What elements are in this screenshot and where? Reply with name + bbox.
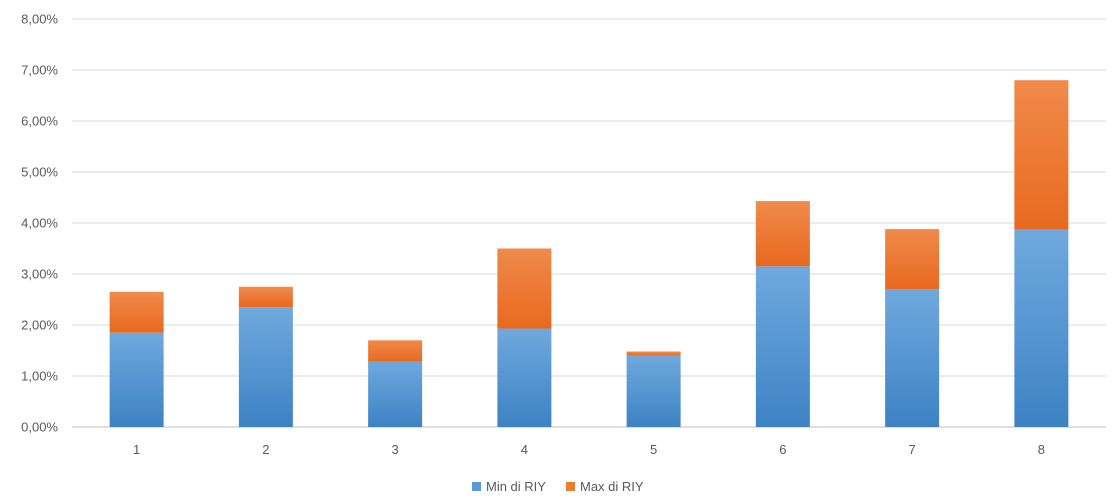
x-tick-label: 4 bbox=[521, 442, 528, 457]
legend-label: Min di RIY bbox=[486, 479, 546, 494]
bar-min-riy bbox=[238, 307, 293, 427]
bar-max-riy bbox=[755, 201, 810, 267]
bar-stack-6 bbox=[755, 201, 810, 427]
x-tick-label: 3 bbox=[392, 442, 399, 457]
bar-max-riy bbox=[885, 229, 940, 290]
bar-min-riy bbox=[109, 332, 164, 427]
bar-stack-4 bbox=[497, 248, 552, 427]
y-tick-label: 6,00% bbox=[21, 114, 58, 129]
gridlines bbox=[72, 18, 1106, 428]
bar-stack-8 bbox=[1014, 80, 1069, 427]
bar-max-riy bbox=[497, 248, 552, 329]
y-tick-label: 1,00% bbox=[21, 369, 58, 384]
legend-item-max-riy: Max di RIY bbox=[566, 479, 644, 494]
bar-max-riy bbox=[626, 351, 681, 356]
x-tick-label: 6 bbox=[779, 442, 786, 457]
bar-max-riy bbox=[109, 291, 164, 333]
bar-min-riy bbox=[885, 289, 940, 427]
bar-stack-5 bbox=[626, 351, 681, 427]
bar-max-riy bbox=[1014, 80, 1069, 230]
y-axis-ticks: 0,00% 1,00% 2,00% 3,00% 4,00% 5,00% 6,00% 7,00%… bbox=[21, 12, 58, 435]
x-tick-label: 1 bbox=[133, 442, 140, 457]
y-tick-label: 3,00% bbox=[21, 267, 58, 282]
bar-stack-2 bbox=[238, 286, 293, 427]
legend-label: Max di RIY bbox=[580, 479, 644, 494]
legend-swatch bbox=[566, 482, 575, 491]
legend: Min di RIY Max di RIY bbox=[472, 479, 644, 494]
y-tick-label: 8,00% bbox=[21, 12, 58, 27]
y-tick-label: 2,00% bbox=[21, 318, 58, 333]
bars bbox=[109, 80, 1069, 427]
bar-min-riy bbox=[368, 361, 423, 427]
bar-max-riy bbox=[238, 286, 293, 308]
bar-min-riy bbox=[755, 266, 810, 427]
x-tick-label: 2 bbox=[262, 442, 269, 457]
bar-min-riy bbox=[1014, 229, 1069, 427]
bar-stack-3 bbox=[368, 340, 423, 427]
legend-item-min-riy: Min di RIY bbox=[472, 479, 546, 494]
y-tick-label: 4,00% bbox=[21, 216, 58, 231]
bar-min-riy bbox=[497, 328, 552, 427]
y-tick-label: 5,00% bbox=[21, 165, 58, 180]
x-tick-label: 5 bbox=[650, 442, 657, 457]
y-tick-label: 7,00% bbox=[21, 63, 58, 78]
bar-min-riy bbox=[626, 355, 681, 427]
x-tick-label: 8 bbox=[1038, 442, 1045, 457]
bar-stack-1 bbox=[109, 291, 164, 427]
legend-swatch bbox=[472, 482, 481, 491]
x-axis-ticks: 1 2 3 4 5 6 7 8 bbox=[133, 442, 1045, 457]
x-tick-label: 7 bbox=[909, 442, 916, 457]
bar-max-riy bbox=[368, 340, 423, 362]
y-tick-label: 0,00% bbox=[21, 420, 58, 435]
bar-stack-7 bbox=[885, 229, 940, 427]
